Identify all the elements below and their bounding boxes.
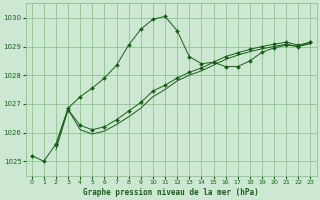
X-axis label: Graphe pression niveau de la mer (hPa): Graphe pression niveau de la mer (hPa) bbox=[83, 188, 259, 197]
